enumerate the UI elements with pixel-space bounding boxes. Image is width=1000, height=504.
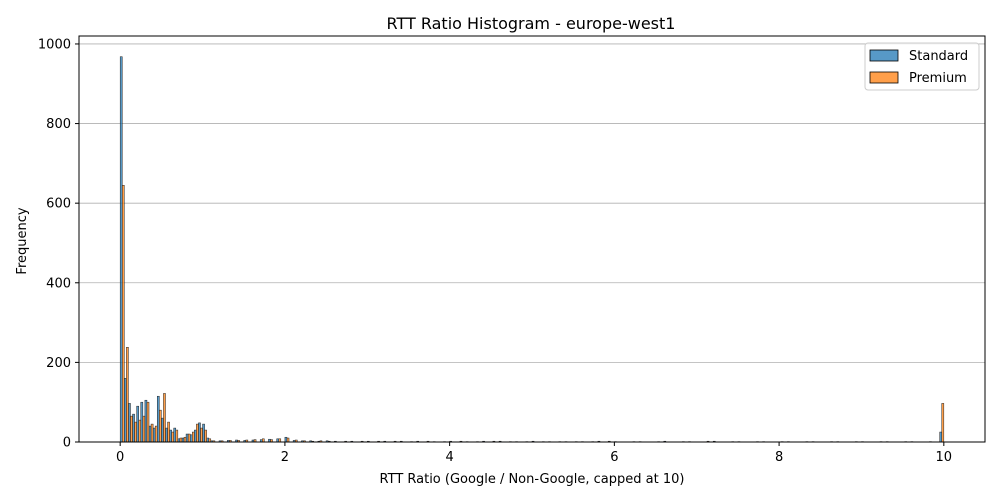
bar-premium <box>942 403 944 442</box>
bar-standard <box>153 428 155 442</box>
x-tick-label: 8 <box>775 450 783 465</box>
bar-standard <box>149 426 151 442</box>
x-tick-label: 6 <box>610 450 618 465</box>
bar-premium <box>122 185 124 442</box>
bar-standard <box>141 402 143 442</box>
bar-standard <box>186 434 188 442</box>
bar-premium <box>180 438 182 442</box>
y-tick-label: 1000 <box>38 37 71 52</box>
bar-standard <box>165 428 167 442</box>
bar-premium <box>159 410 161 442</box>
y-tick-label: 800 <box>46 117 71 132</box>
bar-premium <box>135 422 137 442</box>
legend-swatch-standard <box>870 50 898 61</box>
bar-standard <box>940 432 942 442</box>
y-tick-label: 0 <box>63 436 71 451</box>
chart-title: RTT Ratio Histogram - europe-west1 <box>387 14 676 33</box>
bar-premium <box>176 430 178 442</box>
x-tick-label: 0 <box>116 450 124 465</box>
bar-standard <box>182 438 184 442</box>
bar-standard <box>145 400 147 442</box>
legend-label-standard: Standard <box>909 49 968 64</box>
x-tick-label: 10 <box>936 450 953 465</box>
legend-label-premium: Premium <box>909 71 967 86</box>
bar-standard <box>285 437 287 442</box>
y-tick-label: 400 <box>46 276 71 291</box>
bar-standard <box>190 435 192 442</box>
bar-premium <box>184 437 186 442</box>
x-tick-label: 2 <box>281 450 289 465</box>
bar-premium <box>139 420 141 442</box>
bar-standard <box>194 430 196 442</box>
bar-standard <box>174 428 176 442</box>
bar-standard <box>128 403 130 442</box>
bar-premium <box>126 347 128 442</box>
x-axis-label: RTT Ratio (Google / Non-Google, capped a… <box>380 472 685 487</box>
bar-premium <box>287 438 289 442</box>
bar-premium <box>188 434 190 442</box>
bar-premium <box>205 430 207 442</box>
y-tick-label: 600 <box>46 197 71 212</box>
bar-standard <box>161 418 163 442</box>
bar-premium <box>151 424 153 442</box>
legend-swatch-premium <box>870 72 898 83</box>
bar-standard <box>124 378 126 442</box>
bar-standard <box>157 396 159 442</box>
bar-premium <box>200 428 202 442</box>
bar-premium <box>168 422 170 442</box>
bar-standard <box>203 424 205 442</box>
bar-premium <box>192 432 194 442</box>
bar-standard <box>133 414 135 442</box>
bar-standard <box>207 438 209 442</box>
bar-standard <box>198 423 200 442</box>
bar-premium <box>172 432 174 442</box>
y-tick-label: 200 <box>46 356 71 371</box>
bar-premium <box>143 416 145 442</box>
bar-premium <box>196 424 198 442</box>
legend: Standard Premium <box>865 43 979 90</box>
bar-premium <box>155 426 157 442</box>
y-axis-label: Frequency <box>15 207 30 274</box>
bar-premium <box>130 416 132 442</box>
x-tick-label: 4 <box>445 450 453 465</box>
bar-standard <box>120 57 122 442</box>
bar-premium <box>147 402 149 442</box>
bar-standard <box>137 406 139 442</box>
bar-premium <box>163 393 165 442</box>
bar-standard <box>170 430 172 442</box>
